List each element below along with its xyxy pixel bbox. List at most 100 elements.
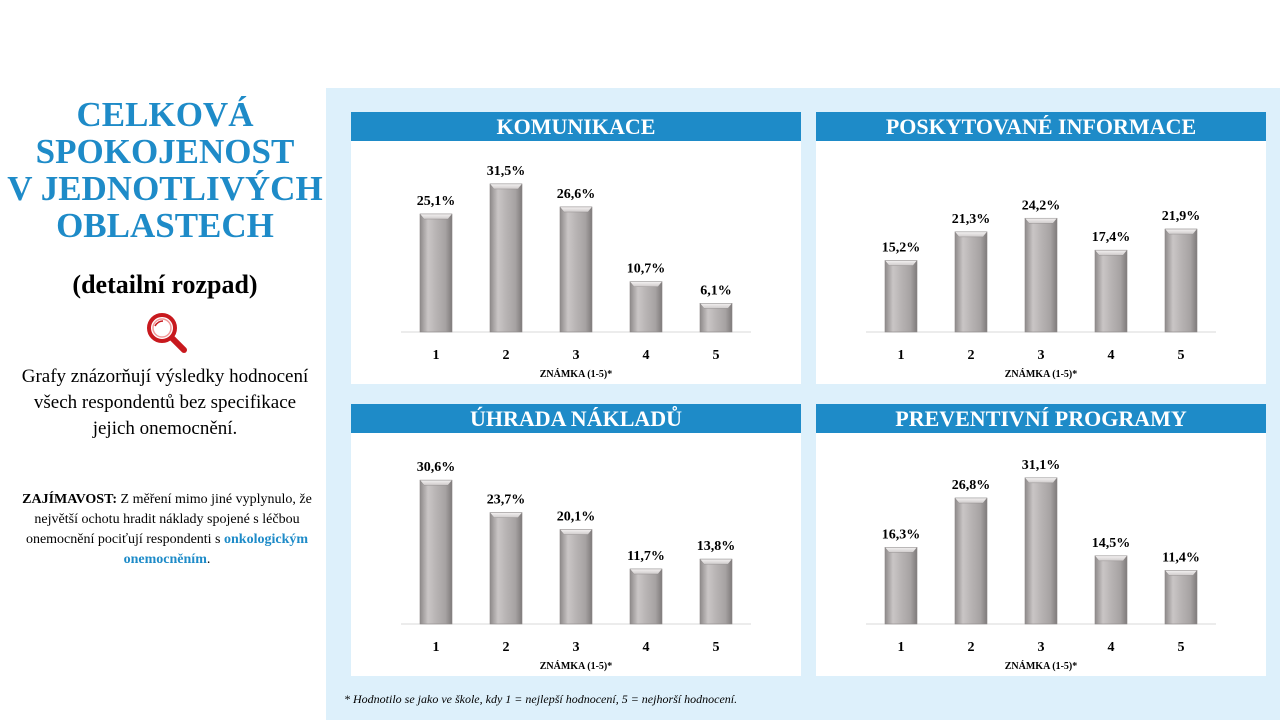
bar-group	[559, 206, 593, 333]
bar-cap	[1164, 228, 1198, 235]
bar	[1164, 570, 1198, 625]
chart-title: PREVENTIVNÍ PROGRAMY	[816, 404, 1266, 433]
bar-cap	[629, 281, 663, 287]
data-label: 25,1%	[417, 194, 456, 209]
bar	[954, 231, 988, 333]
chart-uhrada-nakladu: ÚHRADA NÁKLADŮ 30,6% 1 23,7% 2 20,1% 3 11,7% 4 1…	[351, 404, 801, 676]
bar	[629, 281, 663, 333]
x-tick-label: 5	[1178, 348, 1185, 363]
bar	[559, 206, 593, 333]
bar-cap	[489, 183, 523, 190]
bar-cap	[1094, 555, 1128, 562]
note-label: ZAJÍMAVOST:	[22, 492, 118, 507]
x-tick-label: 1	[433, 640, 440, 655]
chart-title: ÚHRADA NÁKLADŮ	[351, 404, 801, 433]
bar	[699, 558, 733, 625]
bar-cap	[954, 231, 988, 238]
chart-title: POSKYTOVANÉ INFORMACE	[816, 112, 1266, 141]
bar	[1024, 477, 1058, 625]
data-label: 21,3%	[952, 212, 991, 227]
data-label: 20,1%	[557, 510, 596, 525]
x-tick-label: 5	[713, 640, 720, 655]
x-tick-label: 5	[1178, 640, 1185, 655]
chart-komunikace: KOMUNIKACE 25,1% 1 31,5% 2 26,6% 3 10,7% 4 6,1% 5…	[351, 112, 801, 384]
title-line: V JEDNOTLIVÝCH	[7, 169, 323, 208]
chart-preventivni-programy: PREVENTIVNÍ PROGRAMY 16,3% 1 26,8% 2 31,1% 3 1…	[816, 404, 1266, 676]
bar-group	[1024, 477, 1058, 625]
chart-title: KOMUNIKACE	[351, 112, 801, 141]
bar	[1094, 249, 1128, 333]
bar-group	[699, 558, 733, 625]
page-title: CELKOVÁ SPOKOJENOST V JEDNOTLIVÝCH OBLAS…	[0, 96, 330, 244]
bar-cap	[884, 260, 918, 266]
data-label: 21,9%	[1162, 209, 1201, 224]
bar-group	[954, 497, 988, 625]
bar-group	[629, 568, 663, 625]
data-label: 10,7%	[627, 262, 666, 277]
data-label: 24,2%	[1022, 198, 1061, 213]
bar-group	[489, 183, 523, 333]
bar-group	[954, 231, 988, 333]
data-label: 26,6%	[557, 187, 596, 202]
title-line: OBLASTECH	[56, 206, 274, 245]
note-highlight: onkologickým onemocněním	[123, 532, 309, 567]
bar-group	[1094, 249, 1128, 333]
bar	[1164, 228, 1198, 333]
bar	[884, 260, 918, 333]
bar-cap	[1024, 218, 1058, 224]
x-tick-label: 2	[968, 640, 975, 655]
bar-cap	[699, 558, 733, 565]
x-tick-label: 5	[713, 348, 720, 363]
bar	[629, 568, 663, 625]
x-tick-label: 3	[1038, 348, 1045, 363]
bar-cap	[629, 568, 663, 575]
bar	[1024, 217, 1058, 333]
bar-group	[419, 213, 453, 333]
x-axis-label: ZNÁMKA (1-5)*	[1005, 368, 1078, 380]
note-end: .	[206, 552, 211, 567]
bar-cap	[884, 547, 918, 553]
bar	[884, 547, 918, 625]
data-label: 15,2%	[882, 241, 921, 256]
data-label: 31,1%	[1022, 458, 1061, 473]
bar-group	[419, 479, 453, 625]
bar	[489, 512, 523, 625]
x-tick-label: 2	[503, 640, 510, 655]
bar-group	[1164, 570, 1198, 625]
bar	[954, 497, 988, 625]
bar-cap	[699, 303, 733, 309]
left-panel: CELKOVÁ SPOKOJENOST V JEDNOTLIVÝCH OBLAS…	[0, 0, 326, 720]
data-label: 11,4%	[1162, 550, 1200, 565]
data-label: 14,5%	[1092, 536, 1131, 551]
chart-plot: 16,3% 1 26,8% 2 31,1% 3 14,5% 4 11,4% 5 ZNÁMKA (1-…	[866, 458, 1216, 672]
data-label: 16,3%	[882, 527, 921, 542]
title-line: SPOKOJENOST	[35, 132, 295, 171]
page-subtitle: (detailní rozpad)	[72, 270, 258, 299]
bar-cap	[419, 213, 453, 220]
x-axis-label: ZNÁMKA (1-5)*	[540, 660, 613, 672]
bar-group	[884, 547, 918, 625]
x-tick-label: 4	[1108, 348, 1115, 363]
bar-group	[489, 512, 523, 625]
x-tick-label: 4	[643, 640, 650, 655]
chart-plot: 30,6% 1 23,7% 2 20,1% 3 11,7% 4 13,8% 5 ZNÁMKA (1-…	[401, 460, 751, 672]
bar-cap	[1024, 477, 1058, 484]
x-tick-label: 2	[968, 348, 975, 363]
data-label: 23,7%	[487, 493, 526, 508]
x-axis-label: ZNÁMKA (1-5)*	[540, 368, 613, 380]
bar-cap	[1094, 250, 1128, 256]
note-body: Z měření mimo jiné vyplynulo, že největš…	[25, 492, 312, 547]
chart-poskytovane-informace: POSKYTOVANÉ INFORMACE 15,2% 1 21,3% 2 24,2% 3…	[816, 112, 1266, 384]
note-text: ZAJÍMAVOST: Z měření mimo jiné vyplynulo…	[8, 490, 326, 570]
data-label: 11,7%	[627, 549, 665, 564]
x-tick-label: 2	[503, 348, 510, 363]
bar	[489, 183, 523, 333]
data-label: 13,8%	[697, 539, 736, 554]
bar	[419, 213, 453, 333]
bar	[559, 529, 593, 625]
bar-group	[884, 260, 918, 333]
bar-group	[559, 529, 593, 625]
bar-group	[1164, 228, 1198, 333]
bar	[1094, 555, 1128, 625]
data-label: 17,4%	[1092, 230, 1131, 245]
